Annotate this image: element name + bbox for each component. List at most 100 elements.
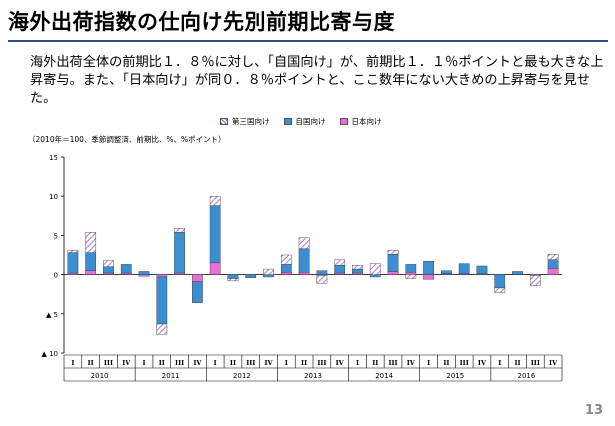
x-tick-label: II [301, 359, 307, 367]
bar-home [174, 232, 185, 274]
bar-japan [547, 268, 559, 275]
x-tick-label: I [285, 359, 288, 367]
x-tick-label: III [104, 359, 113, 367]
bar-home [512, 271, 523, 275]
x-tick-label: IV [264, 359, 273, 367]
bar-home [103, 266, 114, 274]
x-tick-label: III [317, 359, 326, 367]
x-tick-label: III [460, 359, 469, 367]
bar-japan [280, 272, 292, 275]
legend-label-third: 第三国向け [232, 117, 270, 126]
y-tick-label: ▲ 10 [41, 350, 58, 358]
legend-item-japan: 日本向け [339, 116, 382, 127]
bar-third-country [494, 287, 506, 293]
x-tick-label: I [143, 359, 146, 367]
bar-japan [85, 270, 97, 275]
bar-japan [174, 272, 185, 275]
bar-third-country [227, 278, 239, 282]
x-tick-label: III [388, 359, 397, 367]
description-text: 海外出荷全体の前期比１．８％に対し、「自国向け」が、前期比１．１％ポイントと最も… [30, 55, 604, 106]
x-tick-label: I [427, 359, 430, 367]
y-tick-label: 10 [49, 193, 58, 201]
bar-third-country [67, 250, 79, 253]
bar-third-country [387, 250, 399, 255]
bar-home [209, 205, 221, 264]
x-tick-label: I [214, 359, 217, 367]
bar-home [85, 252, 97, 271]
bar-third-country [280, 254, 292, 265]
bar-third-country [174, 228, 185, 233]
x-year-label: 2015 [446, 372, 464, 380]
x-tick-label: IV [193, 359, 202, 367]
bar-home [352, 268, 363, 274]
x-tick-label: II [230, 359, 236, 367]
x-tick-label: IV [336, 359, 345, 367]
bar-third-country [209, 195, 221, 206]
bar-home [494, 274, 506, 289]
bar-home [423, 261, 434, 275]
y-tick-label: ▲ 5 [46, 311, 58, 319]
x-tick-label: II [159, 359, 165, 367]
bar-japan [138, 274, 150, 277]
bar-third-country [298, 237, 310, 249]
legend-swatch-third [220, 118, 228, 125]
bar-home [334, 264, 346, 274]
x-tick-label: III [531, 359, 540, 367]
bar-home [138, 271, 150, 275]
bar-home [120, 264, 132, 274]
x-tick-label: II [443, 359, 449, 367]
bar-third-country [405, 274, 417, 279]
legend-label-home: 自国向け [295, 117, 326, 126]
bar-home [227, 274, 239, 279]
x-year-label: 2010 [91, 372, 109, 380]
bar-home [441, 270, 452, 275]
bar-japan [192, 274, 203, 282]
bar-third-country [316, 275, 328, 284]
x-tick-label: IV [549, 359, 558, 367]
bar-home [192, 281, 203, 304]
bar-japan [298, 272, 310, 275]
bar-home [369, 274, 381, 278]
bar-third-country [529, 275, 541, 286]
bar-home [67, 252, 79, 274]
x-year-label: 2014 [375, 372, 393, 380]
legend-label-japan: 日本向け [351, 117, 382, 126]
bar-third-country [103, 260, 114, 267]
bar-home [476, 265, 488, 275]
bar-home [156, 276, 168, 325]
bar-third-country [369, 263, 381, 275]
bar-third-country [85, 232, 97, 253]
chart-note: （2010年＝100、季節調整済、前期比、%、%ポイント） [28, 135, 226, 144]
bar-home [405, 264, 417, 273]
bar-japan [156, 274, 168, 278]
bar-japan [387, 271, 399, 275]
x-tick-label: III [246, 359, 255, 367]
x-tick-label: III [175, 359, 184, 367]
bar-third-country [352, 264, 363, 270]
page-number: 13 [584, 403, 603, 418]
x-tick-label: IV [478, 359, 487, 367]
bar-home [263, 274, 274, 278]
bar-japan [120, 272, 132, 275]
y-tick-label: 5 [54, 232, 58, 240]
legend-item-home: 自国向け [283, 116, 326, 127]
bar-japan [209, 262, 221, 275]
bar-third-country [547, 254, 559, 260]
bar-home [547, 259, 559, 269]
x-tick-label: II [372, 359, 378, 367]
x-tick-label: I [498, 359, 501, 367]
x-tick-label: I [71, 359, 74, 367]
bar-japan [405, 272, 417, 275]
x-tick-label: II [88, 359, 94, 367]
x-tick-label: IV [407, 359, 416, 367]
title-divider [8, 40, 608, 42]
bar-home [280, 264, 292, 273]
bar-japan [67, 272, 79, 275]
page-title: 海外出荷指数の仕向け先別前期比寄与度 [8, 10, 395, 34]
bar-home [458, 263, 470, 275]
y-tick-label: 15 [49, 154, 58, 162]
bar-japan [423, 274, 434, 280]
legend-swatch-japan [339, 118, 348, 125]
y-tick-label: 0 [54, 272, 58, 280]
